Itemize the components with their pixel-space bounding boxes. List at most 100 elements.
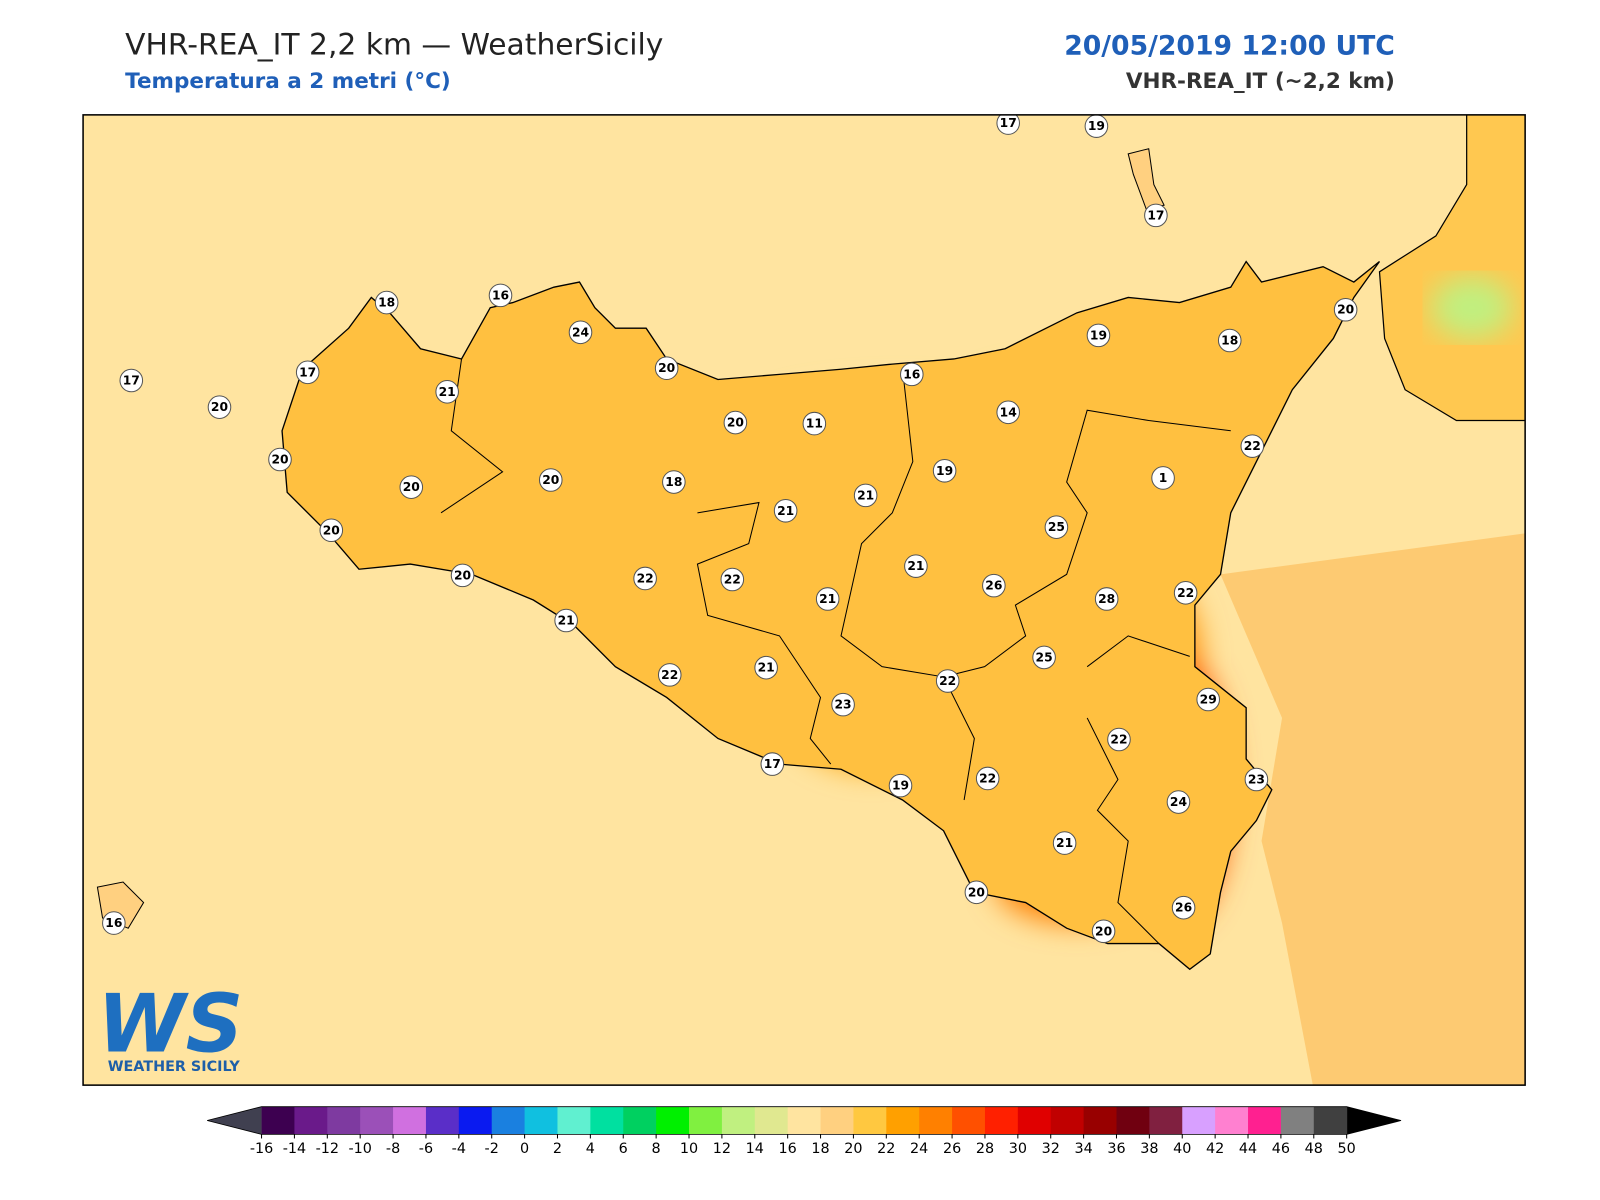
station: 23 (1244, 767, 1269, 792)
colorbar-segment (952, 1106, 986, 1135)
colorbar-segment (754, 1106, 789, 1135)
station-label: 19 (892, 779, 909, 793)
station-marker (899, 362, 924, 387)
station-label: 20 (454, 568, 471, 582)
station-marker (754, 655, 778, 680)
colorbar-tick-label: 34 (1074, 1141, 1092, 1157)
colorbar-segment (590, 1106, 624, 1135)
station: 20 (723, 410, 748, 435)
colorbar-segment (721, 1106, 756, 1135)
station: 20 (654, 356, 679, 380)
station-label: 21 (1056, 836, 1073, 850)
colorbar-segment (261, 1106, 295, 1135)
colorbar-segment (294, 1106, 328, 1135)
station-marker (374, 290, 399, 315)
logo-text: WEATHER SICILY (108, 1059, 241, 1075)
station-marker (399, 475, 424, 499)
station: 18 (662, 470, 686, 494)
colorbar-tick-label: -6 (419, 1141, 433, 1157)
colorbar-tick-label: -16 (250, 1141, 273, 1157)
colorbar-tick-label: -12 (316, 1141, 339, 1157)
station-label: 28 (1098, 592, 1115, 606)
station-label: 21 (558, 614, 575, 628)
station-label: 25 (1048, 520, 1065, 534)
colorbar-tick-label: 4 (586, 1141, 595, 1157)
station-marker (119, 368, 144, 393)
colorbar-tick-label: 6 (619, 1141, 628, 1157)
station-label: 19 (1088, 119, 1105, 133)
station: 17 (119, 368, 144, 393)
colorbar-under (207, 1106, 262, 1135)
colorbar-tick-label: 36 (1107, 1141, 1125, 1157)
station-label: 21 (777, 504, 794, 518)
title: VHR-REA_IT 2,2 km — WeatherSicily (125, 27, 663, 62)
station: 17 (996, 114, 1020, 135)
station: 24 (1166, 790, 1191, 814)
colorbar-segment (1248, 1106, 1282, 1135)
station: 17 (1144, 203, 1168, 228)
station-label: 23 (1248, 772, 1265, 786)
station: 19 (932, 458, 957, 483)
station-label: 21 (819, 592, 836, 606)
colorbar-segment (820, 1106, 854, 1135)
station-label: 20 (403, 480, 420, 494)
colorbar-segment (425, 1106, 460, 1135)
station-label: 22 (724, 572, 741, 586)
station-label: 18 (665, 475, 682, 489)
colorbar-tick-label: -4 (452, 1141, 466, 1157)
station-marker (1107, 727, 1131, 752)
station: 19 (888, 773, 913, 798)
station-marker (964, 880, 989, 905)
colorbar-tick-label: 48 (1305, 1141, 1323, 1157)
station-label: 23 (835, 698, 852, 712)
station-label: 29 (1200, 692, 1217, 706)
station: 22 (657, 663, 682, 687)
calabria-cool (1430, 276, 1513, 339)
station-marker (1084, 114, 1109, 138)
station-marker (654, 356, 679, 380)
station-label: 20 (1095, 924, 1112, 938)
station: 21 (1052, 831, 1077, 855)
station-label: 20 (542, 473, 559, 487)
colorbar-tick-label: 24 (910, 1141, 928, 1157)
station-marker (1244, 767, 1269, 792)
station-label: 22 (637, 571, 654, 585)
station-label: 25 (1036, 650, 1053, 664)
colorbar-segment (689, 1106, 723, 1135)
station: 19 (1086, 323, 1111, 348)
station: 20 (1091, 919, 1116, 944)
colorbar-segment (1017, 1106, 1052, 1135)
colorbar-tick-label: 0 (520, 1141, 529, 1157)
colorbar-segment (1116, 1106, 1150, 1135)
station: 20 (538, 468, 563, 492)
station: 21 (904, 554, 928, 578)
colorbar-segment (1149, 1106, 1183, 1135)
colorbar-tick-label: 28 (976, 1141, 994, 1157)
colorbar-segment (787, 1106, 822, 1135)
colorbar-segment (1182, 1106, 1216, 1135)
station: 20 (1333, 297, 1358, 322)
colorbar-tick-label: 16 (779, 1141, 797, 1157)
station: 18 (374, 290, 399, 315)
station-marker (1091, 919, 1116, 944)
station-marker (435, 380, 459, 404)
station: 16 (488, 283, 513, 308)
colorbar-segment (524, 1106, 558, 1135)
colorbar-tick-label: 44 (1239, 1141, 1257, 1157)
station-marker (932, 458, 957, 483)
station: 16 (899, 362, 924, 387)
station-marker (295, 360, 320, 385)
station-marker (982, 573, 1006, 598)
station-marker (1032, 645, 1056, 670)
station: 20 (207, 395, 232, 419)
station-marker (773, 498, 798, 523)
station: 21 (754, 655, 778, 680)
station-label: 20 (727, 416, 744, 430)
station-label: 17 (1147, 208, 1164, 222)
station-label: 24 (572, 325, 589, 339)
colorbar-tick-label: -14 (283, 1141, 306, 1157)
station: 21 (773, 498, 798, 523)
station-label: 17 (299, 365, 316, 379)
province-borders (440, 358, 1231, 944)
station-marker (1086, 323, 1111, 348)
